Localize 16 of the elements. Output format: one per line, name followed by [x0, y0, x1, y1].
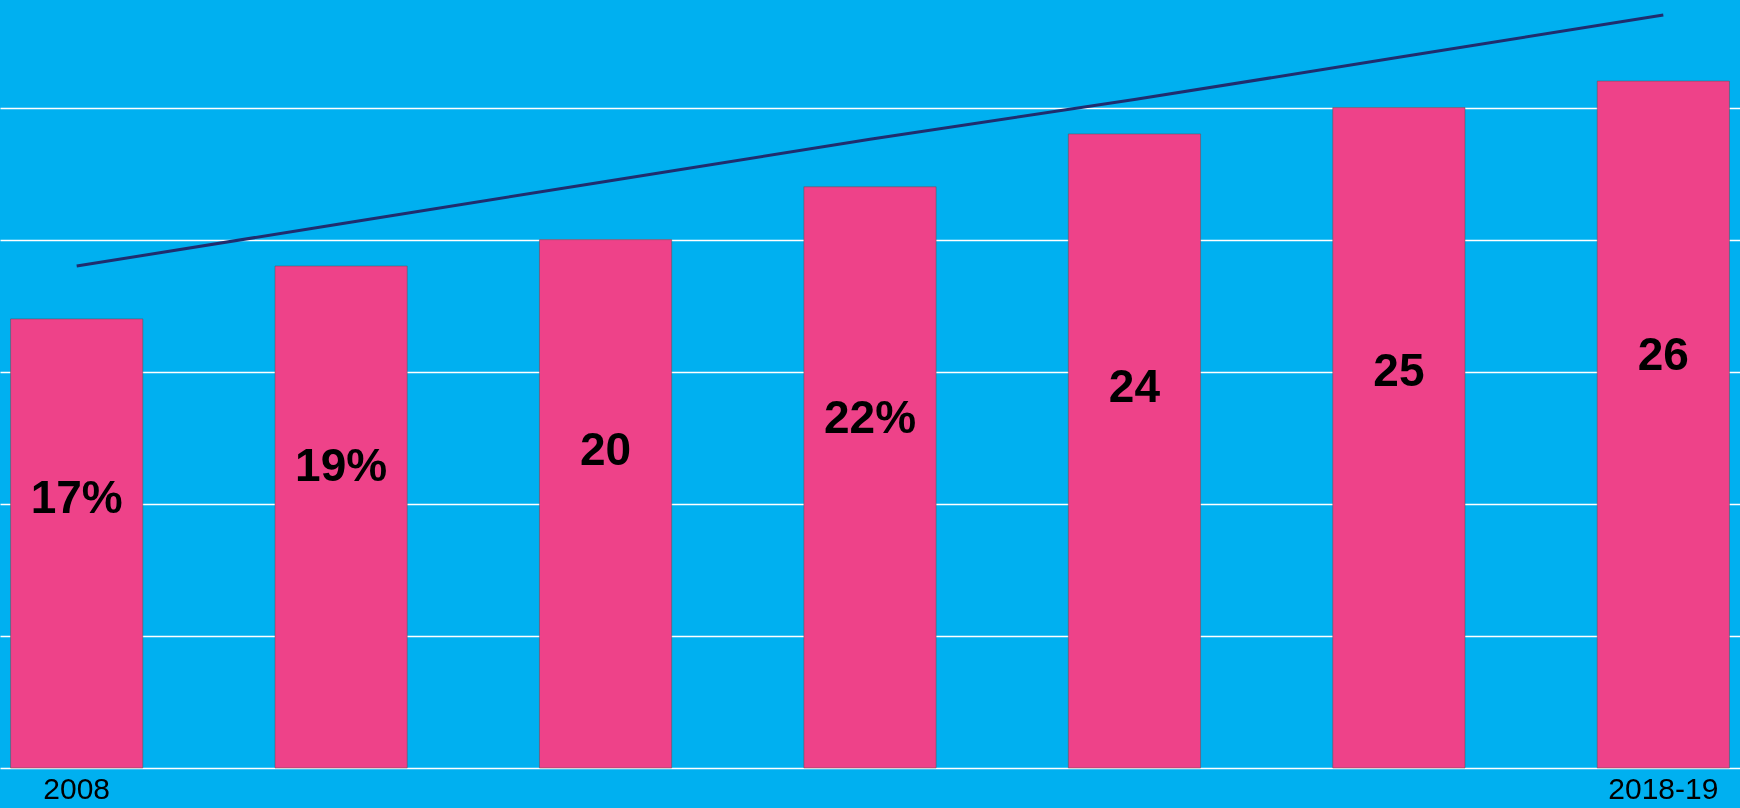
data-label: 19% [295, 438, 388, 491]
data-label: 17% [30, 470, 123, 523]
data-label: 24 [1108, 359, 1161, 412]
data-label: 25 [1373, 343, 1425, 396]
x-tick-label: 2018-19 [1608, 771, 1719, 805]
bar [1068, 133, 1201, 769]
data-label: 20 [579, 422, 632, 475]
bar [539, 239, 672, 769]
bar [803, 186, 937, 769]
data-label: 26 [1637, 327, 1689, 380]
bar [10, 318, 144, 769]
data-label: 22% [823, 391, 917, 444]
x-tick-label: 2008 [43, 771, 111, 805]
bar [274, 265, 408, 769]
bar [1596, 80, 1730, 769]
bar [1332, 107, 1466, 769]
